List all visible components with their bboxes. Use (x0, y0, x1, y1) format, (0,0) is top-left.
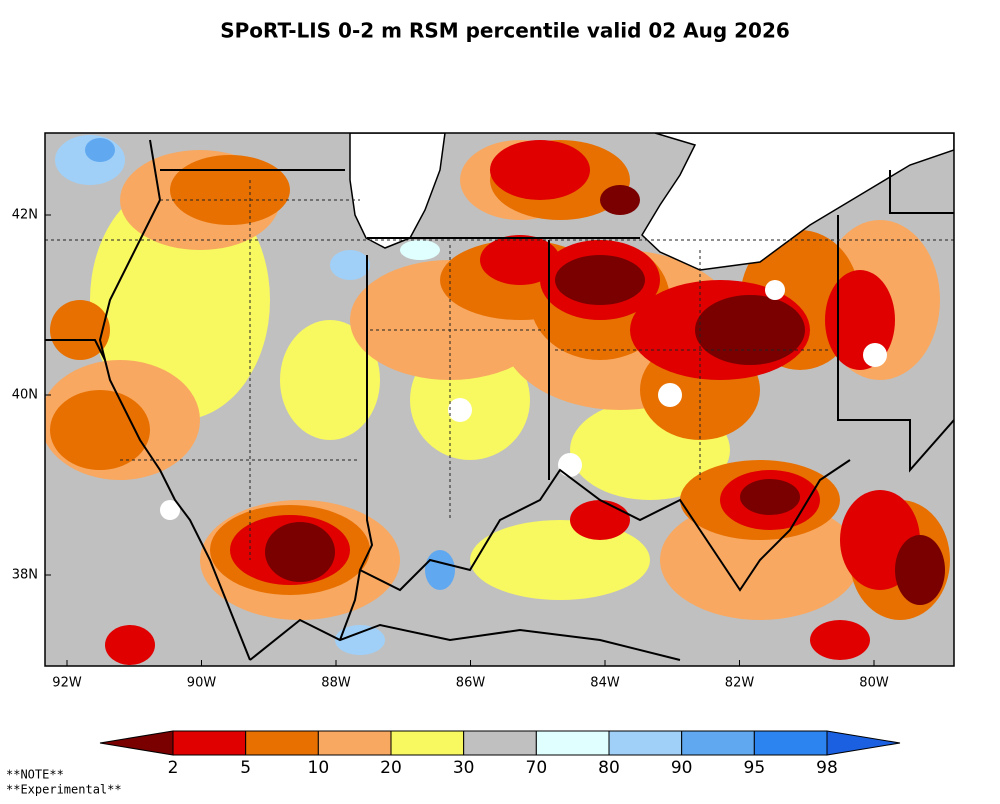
lake-michigan (349, 133, 446, 249)
moisture-area (490, 140, 590, 200)
colorbar-cap (826, 730, 901, 756)
colorbar-bin (753, 730, 828, 756)
moisture-area (555, 255, 645, 305)
moisture-area (105, 625, 155, 665)
moisture-area (470, 520, 650, 600)
colorbar-bin (535, 730, 610, 756)
colorbar-bin (317, 730, 392, 756)
colorbar: 2 5 10 20 30 70 80 90 95 98 (99, 730, 901, 778)
moisture-area (50, 300, 110, 360)
map-frame (44, 132, 955, 667)
colorbar-label: 98 (816, 758, 838, 778)
colorbar-cap (99, 730, 174, 756)
y-tick-label: 40N (12, 388, 38, 403)
moisture-area (740, 479, 800, 515)
boundaries (45, 133, 954, 661)
x-tick-label: 82W (725, 676, 755, 691)
moisture-area (895, 535, 945, 605)
moisture-area (330, 250, 370, 280)
missing-data (658, 383, 682, 407)
colorbar-bin (608, 730, 683, 756)
moisture-area (400, 240, 440, 260)
missing-data (863, 343, 887, 367)
colorbar-label: 95 (744, 758, 766, 778)
state-border (837, 215, 954, 473)
moisture-area (425, 550, 455, 590)
lake-erie (641, 133, 954, 271)
colorbar-label: 5 (240, 758, 251, 778)
moisture-area (570, 500, 630, 540)
missing-data (448, 398, 472, 422)
note: **NOTE** (6, 768, 64, 782)
moisture-area (810, 620, 870, 660)
moisture-area (85, 138, 115, 162)
state-border (45, 339, 106, 361)
colorbar-label: 80 (598, 758, 620, 778)
moisture-area (600, 185, 640, 215)
colorbar-label: 70 (526, 758, 548, 778)
x-tick-label: 90W (187, 676, 217, 691)
river-border (98, 139, 251, 661)
river-border (359, 459, 851, 592)
moisture-area (480, 235, 560, 285)
map-title: SPoRT-LIS 0-2 m RSM percentile valid 02 … (220, 19, 790, 43)
moisture-area (335, 625, 385, 655)
colorbar-bin (245, 730, 319, 756)
colorbar-label: 30 (453, 758, 475, 778)
colorbar-bin (172, 730, 247, 756)
colorbar-label: 90 (671, 758, 693, 778)
moisture-area (170, 155, 290, 225)
x-tick-label: 88W (321, 676, 351, 691)
x-tick-label: 86W (456, 676, 486, 691)
moisture-area (280, 320, 380, 440)
y-tick-label: 42N (12, 208, 38, 223)
colorbar-bin (390, 730, 465, 756)
colorbar-label: 20 (380, 758, 402, 778)
moisture-area (265, 522, 335, 582)
missing-data (160, 500, 180, 520)
x-tick-label: 80W (859, 676, 889, 691)
missing-data (558, 453, 582, 477)
moisture-area (695, 295, 805, 365)
colorbar-label: 10 (308, 758, 330, 778)
colorbar-bin (681, 730, 755, 756)
note: **Experimental** (6, 783, 122, 797)
x-tick-label: 92W (52, 676, 82, 691)
colorbar-label: 2 (168, 758, 179, 778)
colorbar-bin (463, 730, 537, 756)
state-border (339, 255, 374, 641)
x-tick-label: 84W (590, 676, 620, 691)
state-border (889, 170, 954, 214)
state-border (249, 618, 681, 661)
axes: 92W 90W 88W 86W 84W 82W 80W 42N 40N 38N (12, 208, 889, 691)
missing-data (765, 280, 785, 300)
y-tick-label: 38N (12, 568, 38, 583)
